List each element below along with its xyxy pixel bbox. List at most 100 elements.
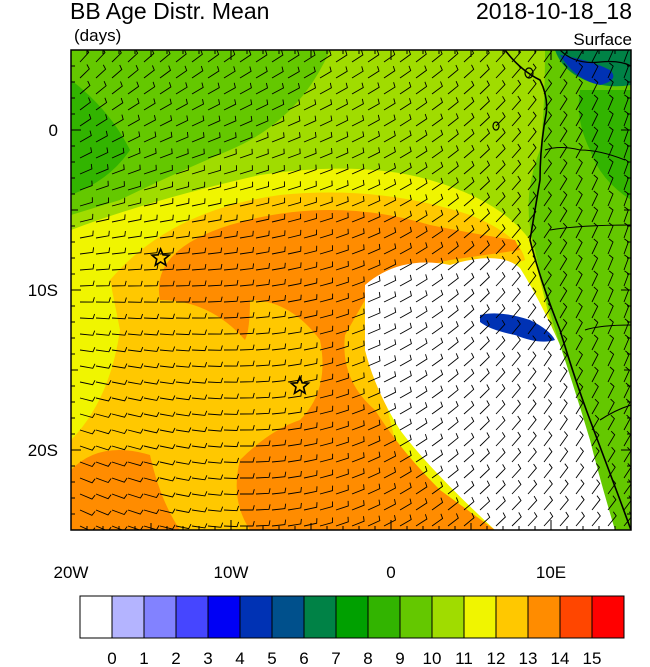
wind-barb [127,231,142,239]
wind-barb [79,461,96,468]
colorbar-label: 15 [583,649,602,667]
wind-barb [399,50,412,63]
wind-barb [591,238,599,255]
wind-barb [303,66,316,79]
wind-barb [127,477,144,483]
wind-barb [431,193,444,207]
wind-barb [79,64,90,79]
wind-barb [415,226,428,239]
wind-barb [351,292,365,303]
wind-barb [607,366,615,383]
wind-barb [159,492,176,498]
wind-barb [207,410,224,416]
wind-barb [223,441,239,448]
wind-barb [543,175,552,191]
station-markers [149,246,311,396]
wind-barb [127,525,144,530]
wind-barb [351,115,365,127]
wind-barb [463,256,475,271]
wind-barb [191,198,206,207]
wind-barb [207,280,223,287]
wind-barb [255,263,270,271]
wind-barb [575,302,583,319]
wind-barb [127,264,143,271]
field-region-orange-plume [158,210,520,530]
wind-barb [79,213,94,223]
wind-barb [79,50,90,63]
wind-barb [159,214,174,223]
wind-barb [287,518,302,527]
wind-barb [303,261,318,271]
wind-barb [223,409,239,415]
wind-barb [111,147,125,159]
wind-barb [383,243,397,255]
wind-barb [351,308,365,319]
wind-barb [543,463,553,479]
wind-barb [239,230,254,239]
wind-barb [335,212,349,223]
wind-barb [383,130,396,143]
wind-barb [479,432,490,447]
wind-barb [575,447,584,463]
wind-barb [319,245,333,255]
wind-barb [127,131,141,143]
wind-barb [207,296,223,303]
wind-barb [239,392,255,399]
wind-barb [255,360,271,367]
wind-barb [367,50,380,63]
wind-barb [607,318,614,335]
wind-barb [575,366,584,383]
wind-barb [367,387,381,399]
wind-barb [575,318,583,335]
wind-barb [191,313,207,319]
wind-barb [543,495,554,511]
wind-barb [479,368,490,383]
wind-barb [351,484,365,495]
wind-barb [591,78,599,95]
wind-barb [479,80,490,95]
wind-barb [415,514,428,527]
wind-barb [255,295,271,303]
wind-barb [399,81,412,95]
wind-barb [143,181,157,191]
wind-barb [607,62,614,79]
wind-barb [575,62,584,79]
wind-barb [415,306,428,319]
wind-barb [175,346,192,352]
wind-barb [303,213,317,223]
wind-barb [223,521,240,528]
wind-barb [367,227,381,239]
wind-barb [239,279,255,287]
wind-barb [239,148,253,159]
wind-barb [143,395,160,401]
wind-barb [127,181,141,191]
wind-barb [399,65,412,79]
wind-barb [543,431,553,447]
wind-barb [447,369,459,383]
wind-barb [543,383,553,399]
wind-barb [463,448,475,463]
wind-barb [575,334,583,351]
wind-barb [383,499,397,511]
wind-barb [367,419,381,431]
wind-barb [335,405,349,415]
wind-barb [255,488,271,495]
wind-barb [271,246,286,255]
wind-barb [495,367,506,383]
colorbar-label: 0 [107,649,116,667]
wind-barb [143,148,157,159]
wind-barb [495,448,506,463]
wind-barb [271,311,287,319]
wind-barb [399,210,412,223]
colorbar-swatch [271,595,305,639]
wind-barb [175,198,190,207]
wind-barb [543,223,552,239]
wind-barb [95,114,108,127]
wind-barb [607,190,614,207]
wind-barb [559,142,568,159]
wind-barb [399,450,412,463]
wind-barb [351,82,364,95]
wind-barb [159,98,172,111]
wind-barb [511,319,521,335]
wind-barb [303,164,317,175]
